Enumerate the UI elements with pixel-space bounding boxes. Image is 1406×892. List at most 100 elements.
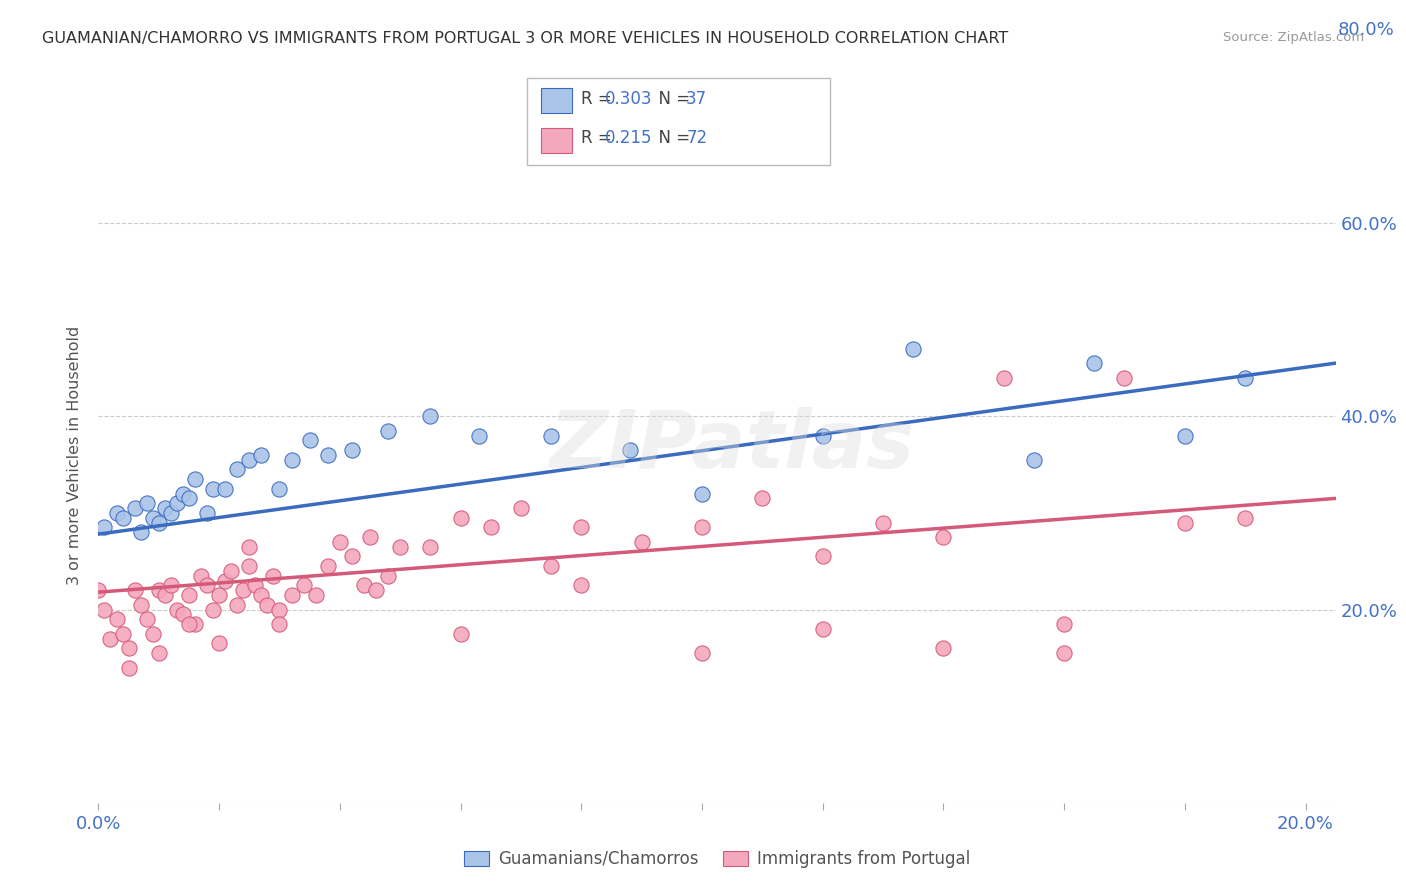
Point <box>153 501 176 516</box>
Point <box>1174 516 1197 530</box>
Point <box>569 520 592 534</box>
Point <box>993 370 1015 384</box>
Point <box>811 428 834 442</box>
Point <box>419 409 441 424</box>
Point <box>540 559 562 574</box>
Point <box>142 510 165 524</box>
Text: Source: ZipAtlas.com: Source: ZipAtlas.com <box>1223 31 1364 45</box>
Point <box>690 646 713 660</box>
Point <box>232 583 254 598</box>
Text: 0.303: 0.303 <box>605 90 652 108</box>
Point <box>105 506 128 520</box>
Point <box>202 602 225 616</box>
Point <box>280 452 302 467</box>
Text: N =: N = <box>648 129 696 147</box>
Point <box>87 583 110 598</box>
Point <box>280 588 302 602</box>
Point <box>377 424 399 438</box>
Text: 80.0%: 80.0% <box>1339 21 1395 38</box>
Point <box>377 568 399 582</box>
Point <box>166 602 188 616</box>
Point <box>340 549 363 564</box>
Text: 37: 37 <box>686 90 707 108</box>
Point <box>1114 370 1136 384</box>
Point <box>364 583 387 598</box>
Point <box>1083 356 1105 370</box>
Point <box>214 574 236 588</box>
Point <box>250 588 273 602</box>
Point <box>177 491 200 506</box>
Text: ZIPatlas: ZIPatlas <box>548 407 914 485</box>
Point <box>190 568 212 582</box>
Point <box>256 598 278 612</box>
Point <box>932 530 955 544</box>
Y-axis label: 3 or more Vehicles in Household: 3 or more Vehicles in Household <box>67 326 83 584</box>
Text: N =: N = <box>648 90 696 108</box>
Point <box>811 549 834 564</box>
Point <box>509 501 531 516</box>
Point <box>142 626 165 640</box>
Point <box>329 534 352 549</box>
Point <box>353 578 375 592</box>
Point <box>619 443 641 458</box>
Point <box>690 520 713 534</box>
Point <box>450 510 472 524</box>
Point <box>177 588 200 602</box>
Point <box>479 520 502 534</box>
Point <box>195 506 218 520</box>
Point <box>226 462 249 476</box>
Point <box>751 491 773 506</box>
Point <box>93 602 115 616</box>
Point <box>359 530 381 544</box>
Point <box>117 660 139 674</box>
Point <box>932 641 955 656</box>
Point <box>340 443 363 458</box>
Point <box>124 583 146 598</box>
Point <box>184 472 207 486</box>
Point <box>298 434 321 448</box>
Point <box>166 496 188 510</box>
Point <box>1234 510 1257 524</box>
Point <box>135 612 157 626</box>
Point <box>111 626 134 640</box>
Point <box>148 646 170 660</box>
Point <box>316 448 339 462</box>
Point <box>148 516 170 530</box>
Text: GUAMANIAN/CHAMORRO VS IMMIGRANTS FROM PORTUGAL 3 OR MORE VEHICLES IN HOUSEHOLD C: GUAMANIAN/CHAMORRO VS IMMIGRANTS FROM PO… <box>42 31 1008 46</box>
Point <box>269 617 291 632</box>
Point <box>903 342 925 356</box>
Point <box>467 428 489 442</box>
Point <box>316 559 339 574</box>
Point <box>177 617 200 632</box>
Point <box>160 506 183 520</box>
Point <box>202 482 225 496</box>
Point <box>160 578 183 592</box>
Point <box>172 607 194 622</box>
Point <box>262 568 284 582</box>
Point <box>208 636 231 650</box>
Point <box>129 525 152 540</box>
Point <box>1053 617 1076 632</box>
Point <box>195 578 218 592</box>
Point <box>811 622 834 636</box>
Point <box>226 598 249 612</box>
Point <box>238 540 260 554</box>
Point <box>569 578 592 592</box>
Point <box>245 578 267 592</box>
Point <box>269 482 291 496</box>
Point <box>872 516 894 530</box>
Point <box>305 588 328 602</box>
Point <box>219 564 242 578</box>
Point <box>250 448 273 462</box>
Text: R =: R = <box>581 90 617 108</box>
Point <box>419 540 441 554</box>
Point <box>124 501 146 516</box>
Point <box>100 632 122 646</box>
Point <box>450 626 472 640</box>
Point <box>117 641 139 656</box>
Point <box>111 510 134 524</box>
Point <box>93 520 115 534</box>
Point <box>208 588 231 602</box>
Text: 72: 72 <box>686 129 707 147</box>
Point <box>148 583 170 598</box>
